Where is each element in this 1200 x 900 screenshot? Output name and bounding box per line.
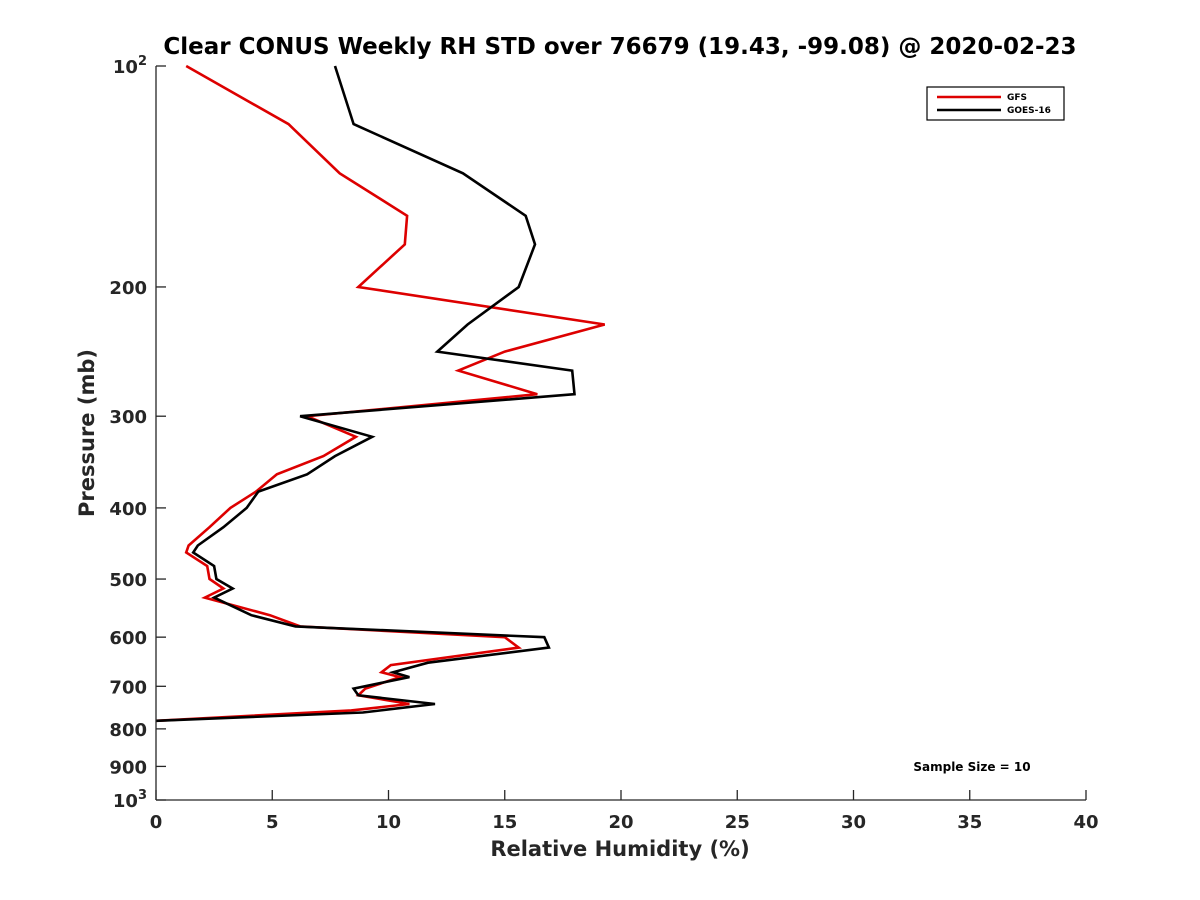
x-tick-label: 30 xyxy=(841,812,866,833)
axes: 0 5 10 15 20 25 30 35 40 102 200 300 400 500 600 700 800… xyxy=(109,54,1098,833)
y-tick-label: 200 xyxy=(109,278,147,299)
legend-label: GOES-16 xyxy=(1007,106,1051,116)
y-tick-label: 400 xyxy=(109,499,147,520)
x-tick-label: 40 xyxy=(1073,812,1098,833)
x-axis-label: Relative Humidity (%) xyxy=(490,837,749,861)
y-tick-label: 102 xyxy=(113,54,147,78)
series-line-gfs xyxy=(155,64,606,723)
sample-size-annotation: Sample Size = 10 xyxy=(913,760,1030,774)
x-tick-label: 0 xyxy=(150,812,163,833)
y-tick-label: 300 xyxy=(109,407,147,428)
x-tick-label: 20 xyxy=(608,812,633,833)
plot-lines xyxy=(155,64,606,723)
x-tick-label: 25 xyxy=(725,812,750,833)
x-tick-label: 35 xyxy=(957,812,982,833)
y-tick-label: 600 xyxy=(109,628,147,649)
legend-box xyxy=(926,86,1065,121)
chart-title: Clear CONUS Weekly RH STD over 76679 (19… xyxy=(163,34,1076,60)
y-tick-label: 800 xyxy=(109,720,147,741)
y-axis-label: Pressure (mb) xyxy=(75,349,99,517)
x-tick-label: 10 xyxy=(376,812,401,833)
y-tick-label: 900 xyxy=(109,757,147,778)
legend: GFS GOES-16 xyxy=(926,86,1065,121)
series-line-goes-16 xyxy=(155,65,576,723)
y-tick-label: 500 xyxy=(109,570,147,591)
x-tick-label: 15 xyxy=(492,812,517,833)
y-tick-label: 103 xyxy=(113,788,147,812)
x-tick-label: 5 xyxy=(266,812,279,833)
y-tick-label: 700 xyxy=(109,677,147,698)
legend-label: GFS xyxy=(1007,93,1027,103)
